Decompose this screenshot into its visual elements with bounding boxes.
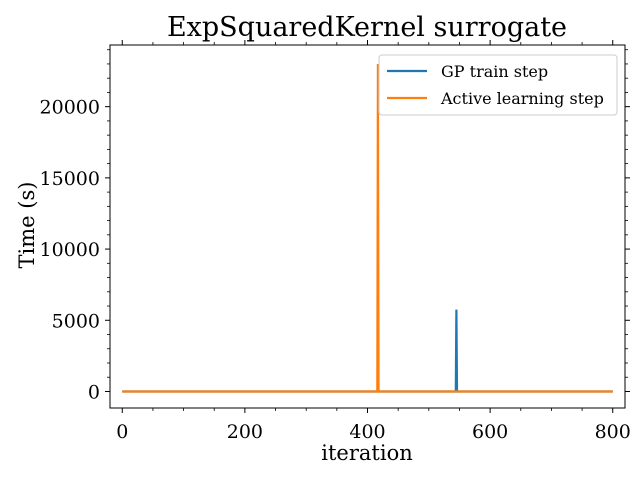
legend-label-1: Active learning step	[440, 89, 604, 108]
x-tick-label: 400	[349, 421, 385, 443]
x-axis-label: iteration	[321, 441, 412, 465]
legend: GP train step Active learning step	[378, 54, 618, 116]
x-tick-label: 0	[116, 421, 128, 443]
legend-box	[378, 54, 618, 116]
legend-label-0: GP train step	[441, 62, 548, 81]
y-tick-label: 10000	[40, 239, 100, 261]
y-tick-label: 0	[88, 381, 100, 403]
y-tick-label: 5000	[52, 310, 100, 332]
y-axis-label: Time (s)	[15, 182, 39, 269]
chart-title: ExpSquaredKernel surrogate	[167, 12, 567, 43]
x-tick-label: 800	[595, 421, 631, 443]
y-tick-label: 20000	[40, 97, 100, 119]
x-tick-label: 600	[472, 421, 508, 443]
x-tick-label: 200	[227, 421, 263, 443]
series-line-0	[122, 309, 613, 393]
plot-area: 0 200 400 600 800 0 5000 10000 15000 20000	[40, 40, 631, 443]
y-tick-label: 15000	[40, 168, 100, 190]
series-line-1	[122, 63, 613, 393]
